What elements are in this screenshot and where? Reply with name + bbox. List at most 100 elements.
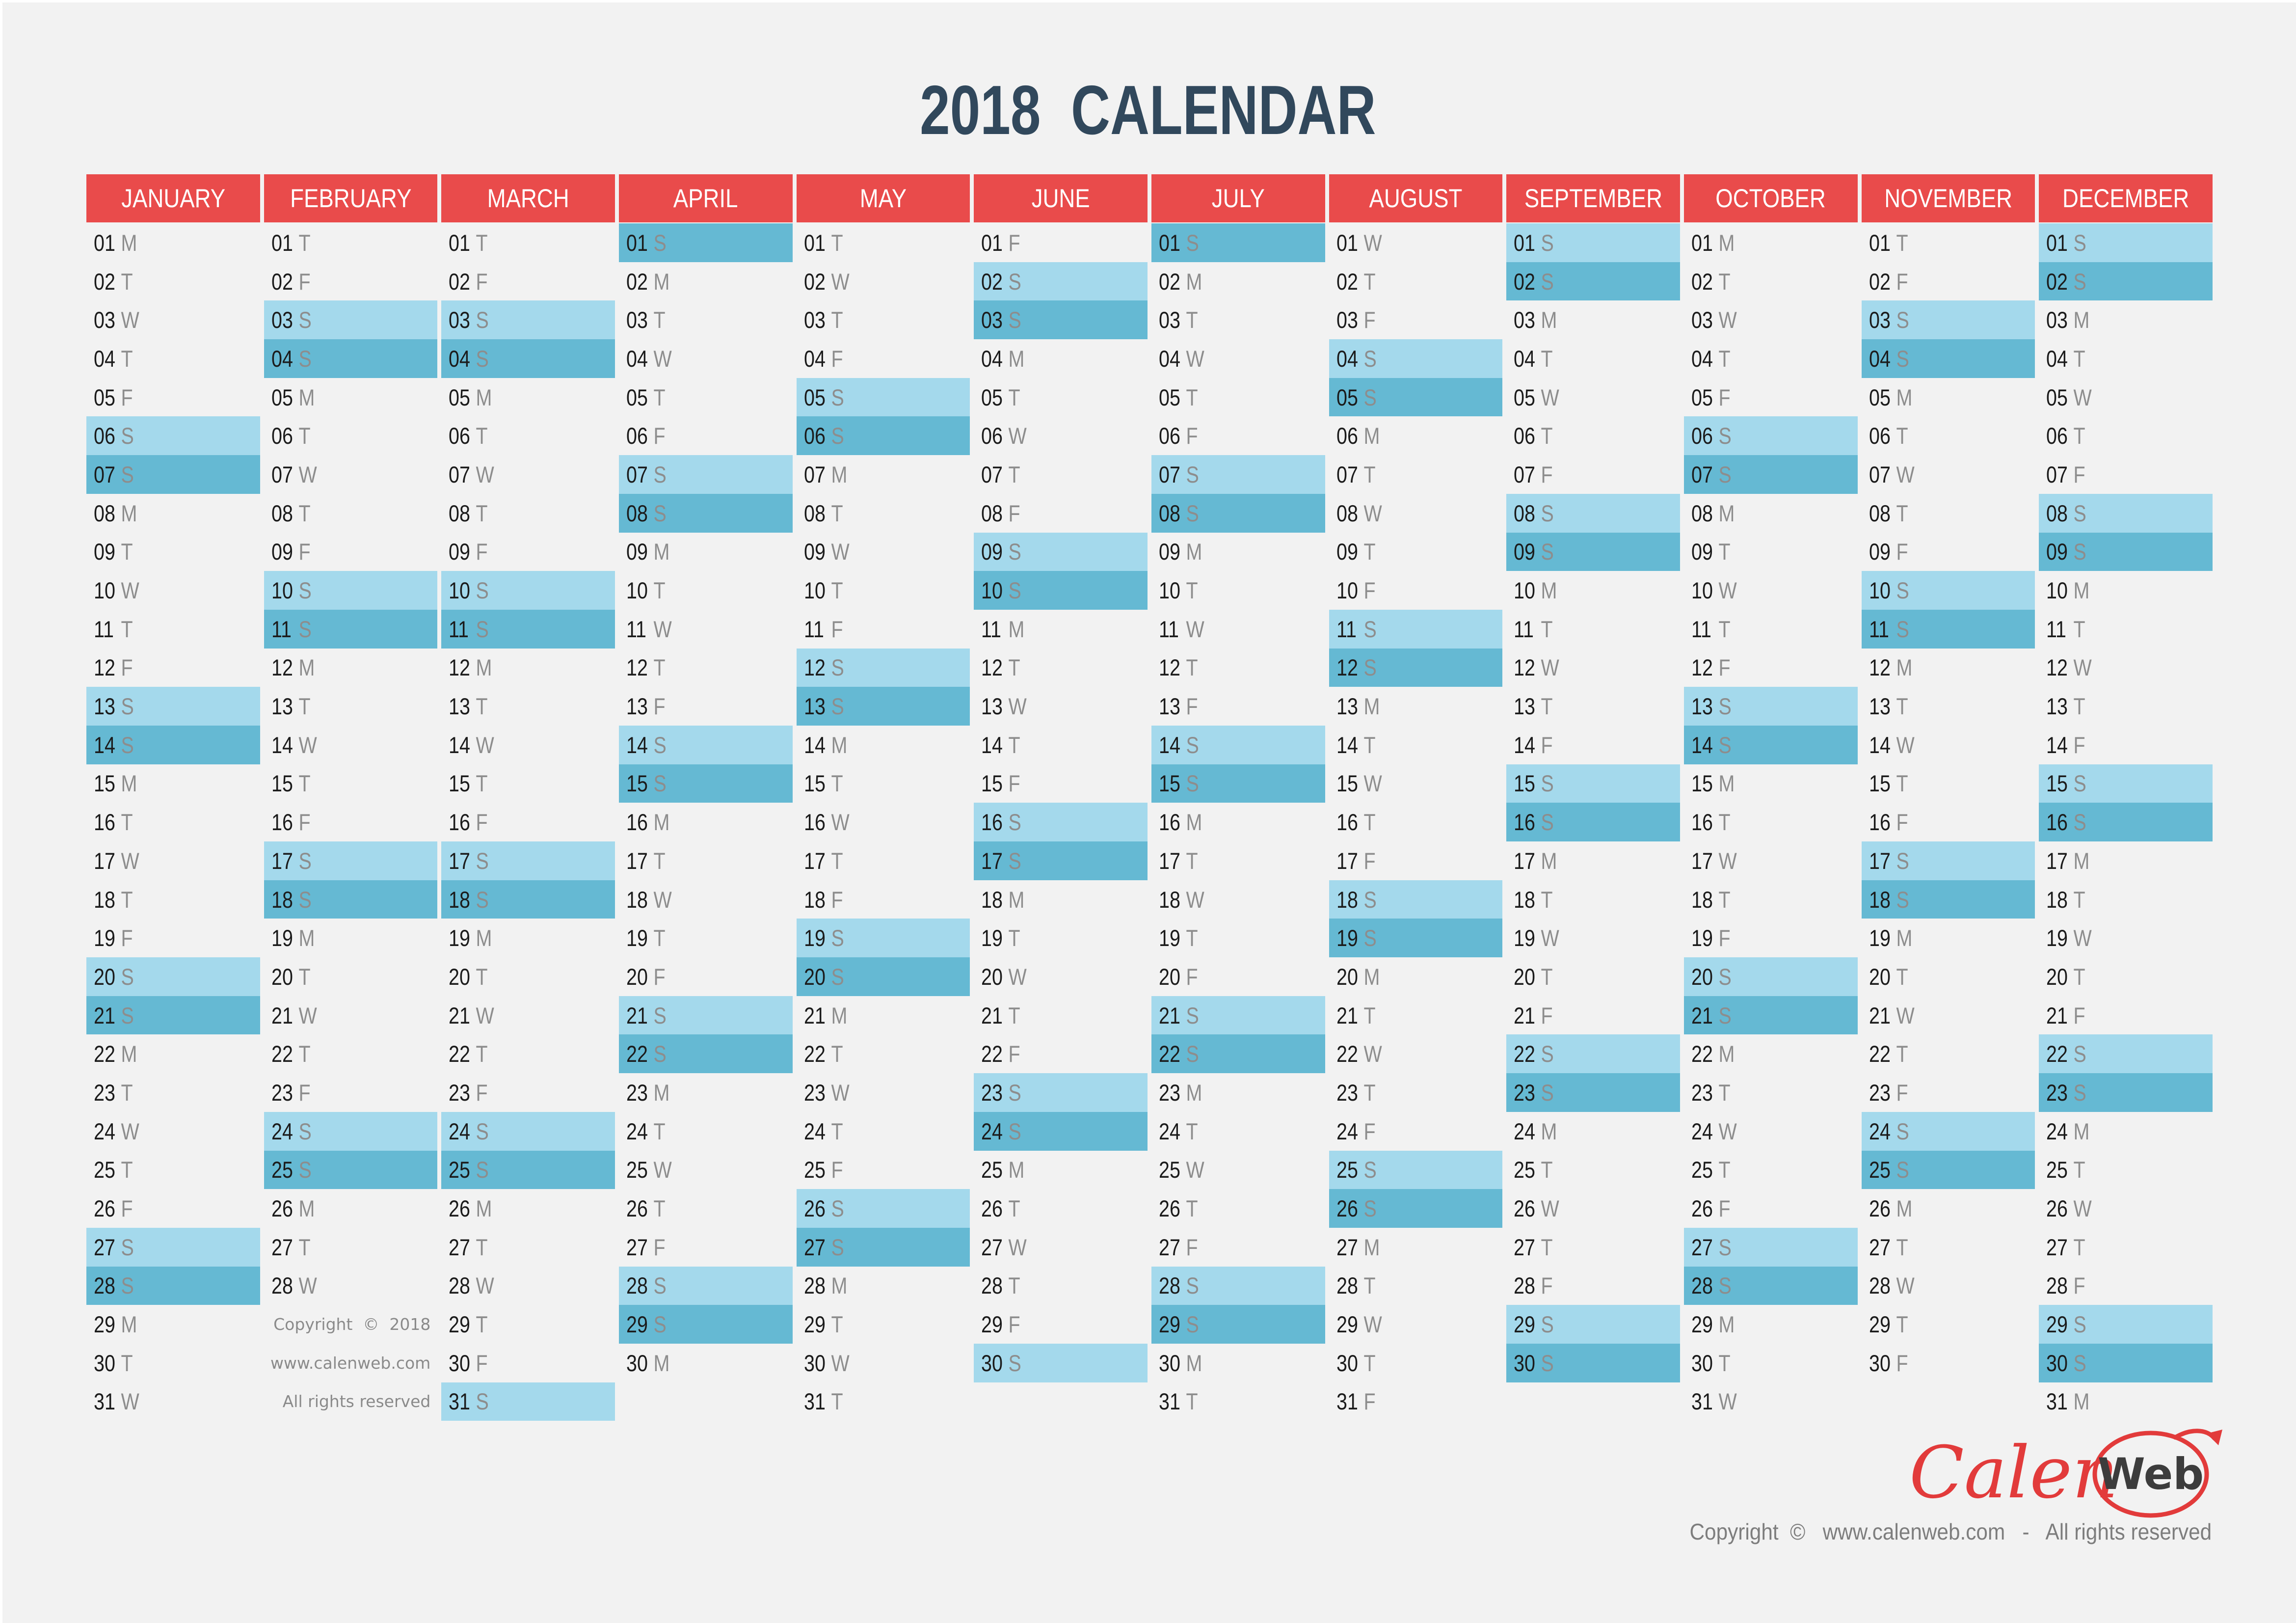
day-letter: S [2073, 809, 2087, 836]
day-row: 29 S [2039, 1305, 2213, 1344]
day-row: 09 F [441, 533, 615, 571]
day-number: 20 [94, 963, 115, 990]
day-letter: S [831, 1234, 844, 1260]
day-row: 22 T [441, 1034, 615, 1073]
day-cell: 11 T [1514, 616, 1553, 643]
day-number: 23 [271, 1079, 293, 1106]
day-letter: M [1541, 307, 1557, 333]
day-number: 14 [449, 731, 471, 758]
day-letter: M [653, 268, 670, 295]
day-cell: 06 F [626, 422, 666, 449]
day-cell: 13 T [2046, 693, 2085, 720]
day-letter: W [1186, 1157, 1204, 1183]
day-number: 20 [1514, 963, 1536, 990]
day-row: 22 T [1862, 1034, 2035, 1073]
day-letter: M [831, 1272, 847, 1299]
day-cell: 26 F [94, 1195, 133, 1222]
day-number: 01 [1869, 229, 1891, 256]
day-row: 01 T [1862, 223, 2035, 262]
day-row: 28 T [1329, 1267, 1503, 1305]
day-number: 12 [2046, 654, 2068, 681]
day-row: 30 S [1506, 1343, 1680, 1382]
day-number: 15 [271, 770, 293, 797]
day-row: 13 F [619, 687, 793, 726]
day-letter: M [1718, 1311, 1735, 1338]
day-number: 21 [803, 1002, 826, 1028]
day-letter: T [831, 770, 843, 797]
day-row: 24 S [1861, 1111, 2035, 1151]
month-name: JANUARY [121, 184, 225, 213]
day-row: 03 T [797, 300, 970, 339]
day-row: 14 S [618, 725, 793, 764]
day-cell: 01 T [449, 229, 488, 256]
day-cell: 18 T [1691, 886, 1731, 913]
day-number: 27 [626, 1234, 648, 1260]
day-letter: F [476, 1350, 488, 1376]
day-number: 10 [1691, 577, 1713, 604]
day-letter: S [1186, 229, 1199, 256]
day-letter: W [298, 731, 317, 758]
month-column-july: JULY 01 S 02 M 03 T 04 W 05 T 06 F 07 S 08 S 09 M 10 T 11 W 12 T… [1151, 174, 1325, 1421]
day-row: 16 F [1862, 803, 2035, 841]
day-number: 19 [1514, 925, 1536, 951]
day-cell: 07 W [1869, 461, 1915, 488]
day-letter: W [1363, 770, 1382, 797]
day-letter: T [653, 384, 666, 410]
day-letter: T [1186, 1195, 1198, 1222]
day-letter: W [653, 1157, 672, 1183]
day-cell: 19 F [1691, 924, 1731, 951]
day-row: 25 T [2039, 1151, 2213, 1190]
day-letter: F [2073, 461, 2085, 487]
day-number: 14 [1336, 731, 1358, 758]
day-number: 17 [1869, 847, 1891, 874]
day-row: 04 W [619, 339, 793, 378]
day-letter: M [2073, 577, 2090, 604]
day-number: 15 [1869, 770, 1891, 797]
month-name: JULY [1211, 184, 1265, 213]
day-letter: M [1008, 1157, 1025, 1183]
day-letter: M [653, 1350, 670, 1376]
day-row: 26 T [1151, 1189, 1325, 1228]
day-number: 01 [449, 229, 471, 256]
day-number: 15 [626, 770, 648, 797]
day-letter: S [1008, 268, 1022, 295]
page-title-text: 2018 CALENDAR [920, 71, 1376, 149]
day-cell: 02 F [449, 268, 488, 295]
day-letter: T [1896, 229, 1908, 256]
day-cell: 13 T [1514, 693, 1553, 720]
month-column-february: FEBRUARY 01 T 02 F 03 S 04 S 05 M 06 T 07 W 08 T 09 F 10 S 11… [264, 174, 438, 1421]
day-letter: F [1008, 1041, 1020, 1067]
day-row: 30 S [974, 1343, 1148, 1382]
day-cell: 09 S [1514, 538, 1554, 565]
day-number: 29 [2046, 1311, 2068, 1338]
day-number: 17 [981, 847, 1003, 874]
day-cell: 23 S [2046, 1079, 2086, 1106]
day-cell: 20 F [626, 963, 666, 990]
day-row: 12 M [264, 649, 438, 687]
day-cell: 16 F [1869, 809, 1908, 836]
day-letter: M [1186, 1079, 1202, 1106]
day-row: 23 T [1329, 1073, 1503, 1112]
day-letter: W [121, 1118, 139, 1144]
day-letter: F [1186, 1234, 1198, 1260]
day-letter: S [1008, 1079, 1022, 1106]
day-row: 23 T [1684, 1073, 1858, 1112]
day-row: 21 S [1683, 996, 1858, 1035]
day-row: 18 S [1329, 880, 1503, 919]
day-row: 09 F [264, 533, 438, 571]
day-number: 21 [449, 1002, 471, 1028]
day-cell: 23 M [626, 1079, 669, 1106]
day-row: 11 T [1684, 610, 1858, 649]
day-number: 03 [2046, 307, 2068, 333]
day-cell: 11 M [981, 616, 1024, 643]
day-letter: S [1186, 731, 1199, 758]
day-cell: 21 W [1869, 1002, 1915, 1029]
day-letter: T [1718, 809, 1731, 836]
day-letter: F [298, 1079, 311, 1106]
day-row: 05 F [1684, 378, 1858, 417]
day-letter: T [1363, 1350, 1376, 1376]
day-letter: S [1186, 461, 1199, 487]
day-letter: S [121, 1272, 134, 1299]
day-cell: 28 S [1159, 1272, 1199, 1299]
day-cell: 20 W [981, 963, 1027, 990]
